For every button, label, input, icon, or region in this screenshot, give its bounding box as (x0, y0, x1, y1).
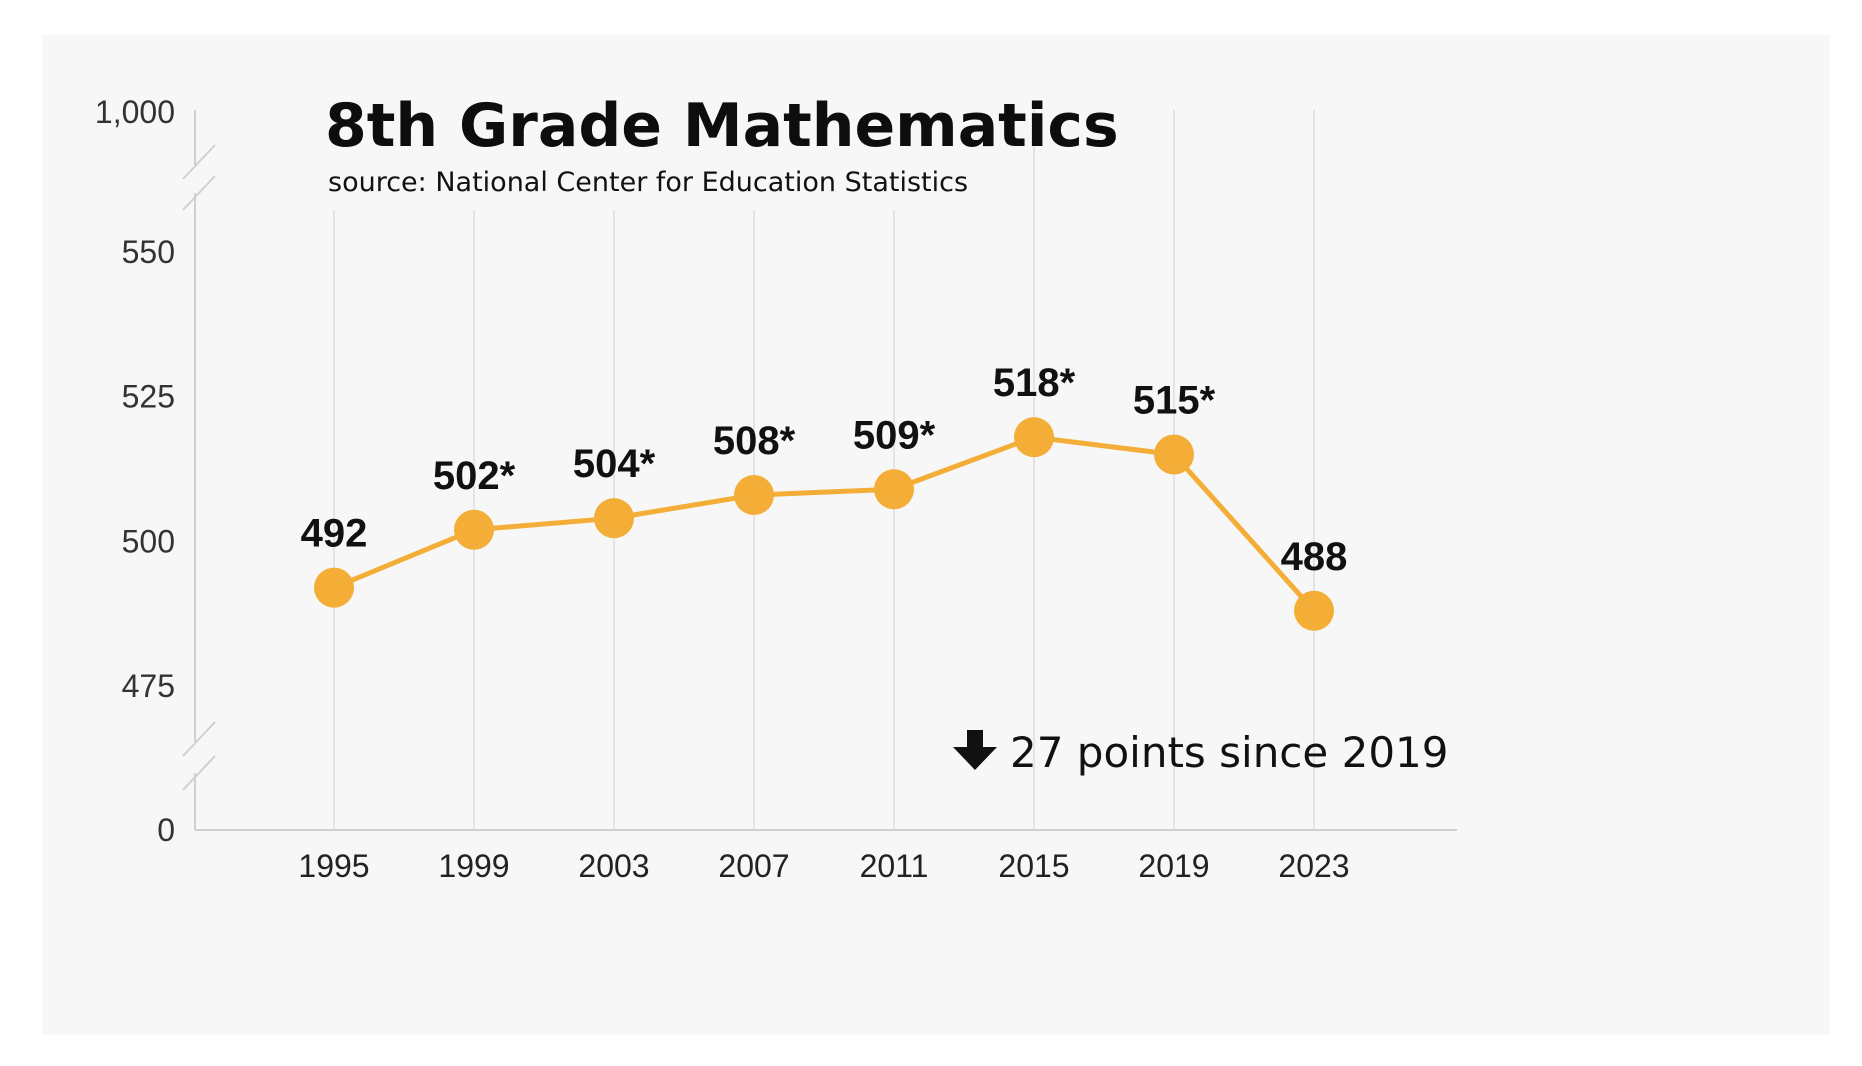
axis-break-gap-2 (191, 742, 199, 773)
chart-title: 8th Grade Mathematics (325, 91, 1119, 161)
data-point-2023 (1294, 590, 1334, 631)
data-point-2019 (1154, 434, 1194, 475)
data-label-2003: 504* (573, 442, 656, 486)
y-tick-label: 0 (157, 812, 175, 848)
down-arrow-icon (953, 730, 997, 770)
y-tick-label: 1,000 (95, 94, 175, 130)
axes (182, 110, 1457, 831)
data-point-1995 (314, 567, 354, 608)
x-tick-label: 2003 (578, 848, 649, 884)
data-label-2011: 509* (853, 413, 936, 457)
data-label-2023: 488 (1281, 535, 1348, 579)
x-tick-label: 2019 (1138, 848, 1209, 884)
axis-break-slash-1a (182, 144, 216, 180)
annotation-text: 27 points since 2019 (1010, 728, 1448, 777)
x-tick-label: 1995 (298, 848, 369, 884)
y-axis-ticks: 1,000 550 525 500 475 0 (95, 94, 175, 848)
x-tick-label: 1999 (438, 848, 509, 884)
x-axis-ticks: 1995 1999 2003 2007 2011 2015 2019 2023 (298, 848, 1349, 884)
data-point-2015 (1014, 417, 1054, 458)
data-labels: 492 502* 504* 508* 509* 518* 515* 488 (301, 361, 1348, 579)
axis-break-slash-2b (182, 755, 216, 791)
series-line (314, 417, 1334, 631)
data-point-1999 (454, 509, 494, 550)
x-tick-label: 2023 (1278, 848, 1349, 884)
annotation: 27 points since 2019 (953, 728, 1448, 777)
y-tick-label: 500 (122, 523, 175, 559)
line-chart: 1,000 550 525 500 475 0 1995 1999 2003 2007 2011 2… (95, 91, 1457, 884)
series-polyline (333, 434, 1316, 613)
chart-subtitle: source: National Center for Education St… (328, 167, 968, 198)
data-point-2011 (874, 469, 914, 510)
data-label-2007: 508* (713, 419, 796, 463)
axis-break-slash-1b (182, 175, 216, 211)
x-tick-label: 2015 (998, 848, 1069, 884)
x-tick-label: 2007 (718, 848, 789, 884)
axis-break-gap-1 (191, 165, 199, 193)
data-label-1995: 492 (301, 512, 368, 556)
y-tick-label: 475 (122, 668, 175, 704)
data-label-2019: 515* (1133, 379, 1216, 423)
data-point-2003 (594, 498, 634, 539)
axis-break-slash-2a (182, 721, 216, 757)
x-tick-label: 2011 (860, 848, 929, 884)
chart-panel: 1,000 550 525 500 475 0 1995 1999 2003 2007 2011 2… (42, 35, 1830, 1035)
data-point-2007 (734, 475, 774, 516)
y-tick-label: 525 (122, 379, 175, 415)
data-label-1999: 502* (433, 454, 516, 498)
data-label-2015: 518* (993, 361, 1076, 405)
y-tick-label: 550 (122, 234, 175, 270)
